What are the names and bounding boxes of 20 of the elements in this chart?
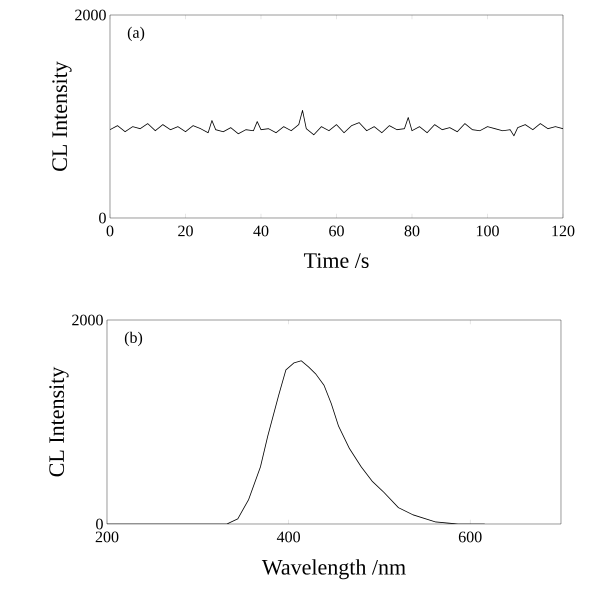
x-axis-title: Time /s xyxy=(304,253,369,268)
y-axis-title: CL Intensity xyxy=(52,61,72,171)
x-tick-label: 600 xyxy=(458,532,482,542)
x-tick-label: 200 xyxy=(96,532,118,542)
y-tick-label: 2000 xyxy=(72,314,103,326)
y-tick-label: 0 xyxy=(99,212,106,224)
x-axis-title: Wavelength /nm xyxy=(262,559,406,580)
x-tick-label: 100 xyxy=(476,226,499,236)
x-tick-label: 0 xyxy=(106,226,114,236)
y-tick-label: 2000 xyxy=(75,10,106,20)
y-axis-title: CL Intensity xyxy=(49,366,69,476)
x-tick-label: 120 xyxy=(552,226,574,236)
x-tick-label: 20 xyxy=(178,226,193,236)
x-tick-label: 60 xyxy=(329,226,344,236)
x-tick-label: 400 xyxy=(276,532,300,542)
y-tick-label: 0 xyxy=(96,518,103,530)
x-tick-label: 80 xyxy=(404,226,420,236)
annotation: (a) xyxy=(128,26,144,42)
annotation: (b) xyxy=(124,332,142,346)
x-tick-label: 40 xyxy=(253,226,268,236)
